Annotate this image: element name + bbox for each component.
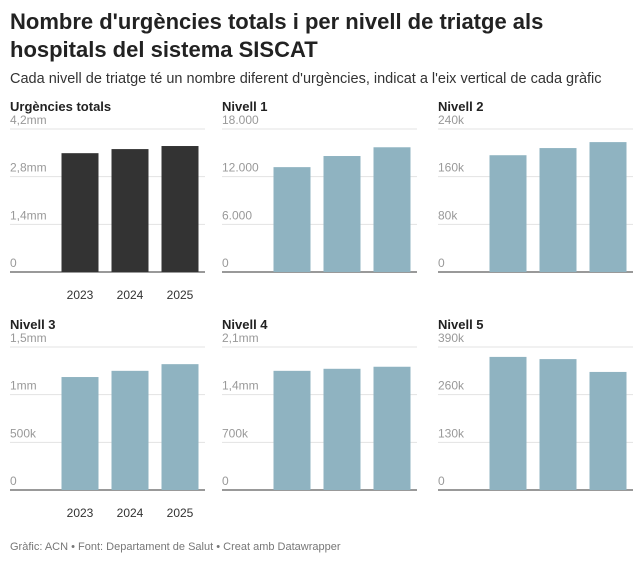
y-tick-label: 500k	[10, 426, 37, 440]
bar	[161, 364, 199, 490]
y-tick-label: 1,4mm	[10, 208, 47, 222]
bar	[589, 142, 627, 272]
y-tick-label: 160k	[438, 161, 465, 175]
y-tick-label: 80k	[438, 208, 458, 222]
bar	[111, 149, 149, 272]
y-tick-label: 390k	[438, 331, 465, 345]
bar	[373, 147, 411, 272]
bar	[273, 370, 311, 490]
x-tick-label: 2025	[167, 288, 194, 302]
bar	[589, 371, 627, 490]
y-tick-label: 2,1mm	[222, 331, 259, 345]
bar	[111, 370, 149, 490]
bar	[489, 155, 527, 272]
bar	[61, 153, 99, 272]
bar	[489, 356, 527, 490]
panel-title: Nivell 1	[222, 99, 268, 114]
y-tick-label: 4,2mm	[10, 113, 47, 127]
source-note: Gràfic: ACN • Font: Departament de Salut…	[10, 541, 341, 553]
y-tick-label: 6.000	[222, 208, 252, 222]
y-tick-label: 240k	[438, 113, 465, 127]
y-tick-label: 0	[438, 256, 445, 270]
panel-title: Nivell 4	[222, 317, 268, 332]
y-tick-label: 12.000	[222, 161, 259, 175]
page-title: Nombre d'urgències totals i per nivell d…	[10, 9, 544, 62]
x-tick-label: 2023	[67, 288, 94, 302]
y-tick-label: 2,8mm	[10, 161, 47, 175]
y-tick-label: 18.000	[222, 113, 259, 127]
y-tick-label: 0	[438, 474, 445, 488]
bar	[161, 146, 199, 272]
y-tick-label: 0	[222, 256, 229, 270]
panel-title: Urgències totals	[10, 99, 111, 114]
bar	[273, 167, 311, 272]
bar	[323, 368, 361, 490]
panel-title: Nivell 5	[438, 317, 484, 332]
page-subtitle: Cada nivell de triatge té un nombre dife…	[10, 71, 602, 87]
bar	[61, 377, 99, 490]
y-tick-label: 1mm	[10, 379, 37, 393]
y-tick-label: 0	[10, 474, 17, 488]
bar	[323, 156, 361, 272]
panel-title: Nivell 2	[438, 99, 484, 114]
y-tick-label: 1,4mm	[222, 379, 259, 393]
bar	[539, 148, 577, 272]
y-tick-label: 260k	[438, 379, 465, 393]
x-tick-label: 2024	[117, 288, 144, 302]
charts: Urgències totals 0 1,4mm 2,8mm 4,2mm 2023 2024…	[10, 99, 633, 520]
bar	[373, 366, 411, 490]
y-tick-label: 700k	[222, 426, 249, 440]
x-tick-label: 2025	[167, 506, 194, 520]
bar	[539, 359, 577, 490]
y-tick-label: 1,5mm	[10, 331, 47, 345]
x-tick-label: 2023	[67, 506, 94, 520]
y-tick-label: 0	[10, 256, 17, 270]
x-tick-label: 2024	[117, 506, 144, 520]
y-tick-label: 0	[222, 474, 229, 488]
y-tick-label: 130k	[438, 426, 465, 440]
panel-title: Nivell 3	[10, 317, 56, 332]
